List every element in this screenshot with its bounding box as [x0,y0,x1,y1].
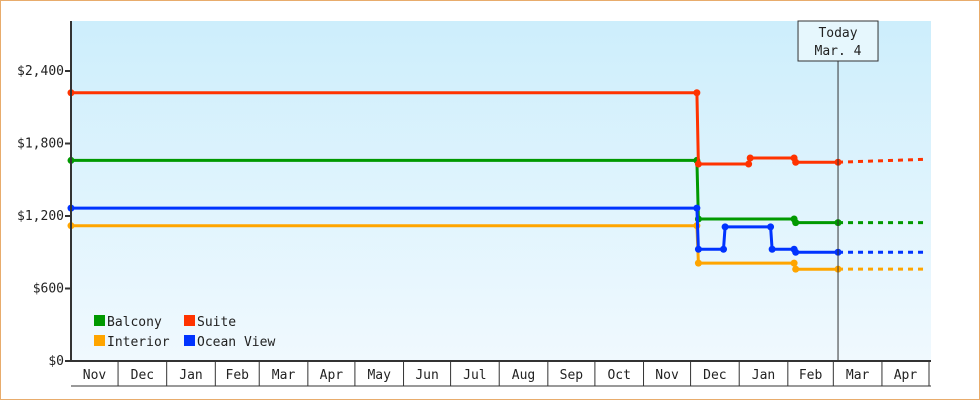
legend-swatch [184,335,195,346]
data-point-suite [745,160,753,168]
data-point-interior [790,259,798,267]
y-tick-label: $1,800 [17,137,64,152]
legend-swatch [94,335,105,346]
today-date: Mar. 4 [815,44,862,59]
x-tick-label: Apr [894,368,918,383]
x-tick-label: Feb [226,368,250,383]
x-tick-label: Sep [560,368,584,383]
data-point-ocean-view [693,204,701,212]
x-tick-label: Dec [131,368,154,383]
data-point-suite [792,158,800,166]
x-tick-label: Apr [320,368,344,383]
data-point-suite [746,154,754,162]
data-point-interior [792,265,800,273]
x-tick-label: Dec [703,368,726,383]
x-tick-label: Jan [752,368,775,383]
y-tick-label: $1,200 [17,209,64,224]
today-label: Today [818,26,857,41]
data-point-ocean-view [767,223,775,231]
data-point-ocean-view [768,245,776,253]
x-tick-label: Aug [512,368,535,383]
x-tick-label: Feb [799,368,823,383]
today-box [797,20,879,62]
x-tick-label: Oct [607,368,630,383]
x-tick-label: Mar [846,368,870,383]
data-point-interior [694,259,702,267]
x-tick-label: Nov [655,368,679,383]
x-tick-label: May [367,368,391,383]
legend-label: Balcony [107,315,162,330]
data-point-ocean-view [694,245,702,253]
series-line-balcony [71,158,838,225]
x-tick-label: Nov [83,368,107,383]
y-tick-label: $0 [48,354,64,369]
legend-label: Interior [107,335,170,350]
x-tick-label: Jan [179,368,202,383]
forecast-line-suite [837,157,928,164]
data-point-ocean-view [792,248,800,256]
y-tick-label: $2,400 [17,64,64,79]
legend-swatch [184,315,195,326]
plot-background [71,21,931,361]
x-tick-label: Jul [463,368,486,383]
legend-swatch [94,315,105,326]
legend-label: Suite [197,315,236,330]
data-point-suite [694,160,702,168]
x-tick-label: Mar [272,368,296,383]
data-point-ocean-view [720,245,728,253]
data-point-balcony [792,219,800,227]
legend-label: Ocean View [197,335,275,350]
data-point-suite [693,89,701,97]
y-tick-label: $600 [33,282,64,297]
data-point-ocean-view [721,223,729,231]
x-tick-label: Jun [415,368,438,383]
series-line-interior [71,224,838,271]
